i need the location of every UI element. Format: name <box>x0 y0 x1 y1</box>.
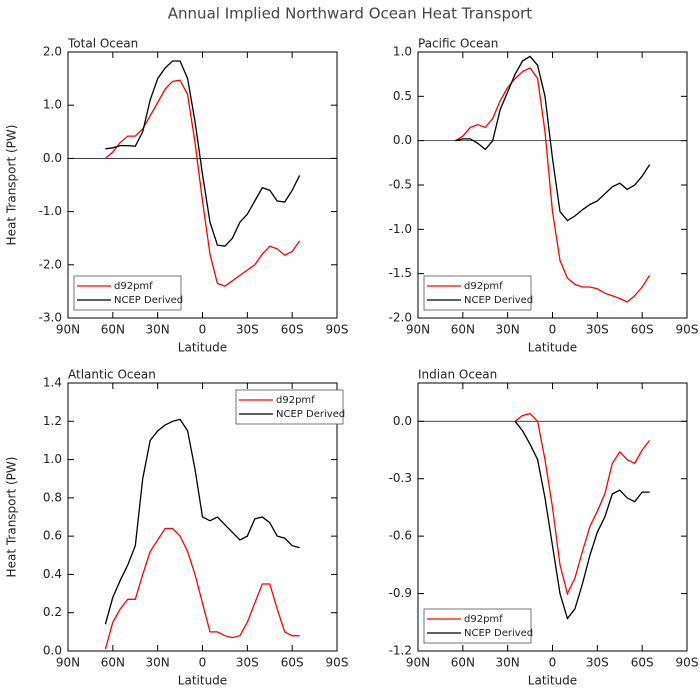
legend-label: d92pmf <box>114 281 153 292</box>
x-tick-label: 90S <box>676 323 699 337</box>
y-axis-label: Heat Transport (PW) <box>5 457 19 578</box>
x-tick-label: 30N <box>146 323 170 337</box>
plot-frame <box>67 382 338 652</box>
x-tick-label: 60S <box>281 656 304 670</box>
x-tick-label: 90N <box>56 323 80 337</box>
y-tick-label: -0.9 <box>389 586 412 600</box>
series-line <box>455 55 651 222</box>
panel-title: Indian Ocean <box>418 368 497 382</box>
panel: Pacific Ocean Latitude -2.0 -1.5 -1.0 -0.5 0.0… <box>389 37 699 355</box>
x-tick-label: 0 <box>549 656 557 670</box>
series-line <box>104 79 301 287</box>
x-tick-label: 30N <box>496 323 520 337</box>
x-tick-label: 90S <box>326 656 349 670</box>
y-tick-label: 0.0 <box>393 133 412 147</box>
legend-label: d92pmf <box>276 395 315 406</box>
panel-title: Atlantic Ocean <box>68 368 156 382</box>
y-tick-label: 0.6 <box>43 529 62 543</box>
x-tick-label: 0 <box>199 323 207 337</box>
series-line <box>105 60 301 247</box>
y-tick-label: -1.2 <box>389 644 412 658</box>
x-tick-label: 90N <box>406 656 430 670</box>
plot-frame <box>67 51 338 319</box>
series-line <box>104 418 300 625</box>
x-tick-label: 90N <box>56 656 80 670</box>
x-tick-label: 60S <box>281 323 304 337</box>
y-tick-label: 1.0 <box>393 45 412 59</box>
x-tick-label: 60N <box>451 656 475 670</box>
x-axis-label: Latitude <box>528 674 577 688</box>
y-tick-label: 0.0 <box>43 151 62 165</box>
series-line <box>455 67 651 303</box>
x-tick-label: 30S <box>586 323 609 337</box>
panel-title: Total Ocean <box>67 37 138 51</box>
x-tick-label: 30S <box>236 323 259 337</box>
panel: Atlantic Ocean Latitude Heat Transport (PW… <box>5 368 349 688</box>
y-tick-label: 1.0 <box>43 98 62 112</box>
y-tick-label: 1.2 <box>43 414 62 428</box>
x-tick-label: 90N <box>406 323 430 337</box>
y-tick-label: -0.6 <box>389 529 412 543</box>
y-tick-label: -2.0 <box>39 257 62 271</box>
series-line <box>514 412 651 596</box>
y-tick-label: 0.8 <box>43 490 62 504</box>
y-tick-label: -0.5 <box>389 178 412 192</box>
y-tick-label: 0.4 <box>43 567 62 581</box>
legend-label: d92pmf <box>464 614 503 625</box>
x-tick-label: 0 <box>199 656 207 670</box>
x-tick-label: 60N <box>451 323 475 337</box>
legend-label: NCEP Derived <box>464 295 533 306</box>
y-tick-label: -1.0 <box>389 222 412 236</box>
legend-label: NCEP Derived <box>276 409 345 420</box>
plot-frame <box>417 382 688 652</box>
x-tick-label: 60S <box>631 656 654 670</box>
series-line <box>104 527 300 650</box>
legend-label: NCEP Derived <box>464 628 533 639</box>
legend-frame <box>235 389 344 425</box>
figure-title: Annual Implied Northward Ocean Heat Tran… <box>168 5 533 23</box>
panel-title: Pacific Ocean <box>418 37 498 51</box>
x-axis-label: Latitude <box>178 674 227 688</box>
legend-label: NCEP Derived <box>114 295 183 306</box>
x-tick-label: 60N <box>101 323 125 337</box>
y-axis-label: Heat Transport (PW) <box>5 125 19 246</box>
plot-frame <box>417 51 688 319</box>
x-tick-label: 60S <box>631 323 654 337</box>
x-tick-label: 30S <box>586 656 609 670</box>
x-tick-label: 30S <box>236 656 259 670</box>
y-tick-label: 0.2 <box>43 605 62 619</box>
y-tick-label: -3.0 <box>39 311 62 325</box>
x-tick-label: 60N <box>101 656 125 670</box>
y-tick-label: 2.0 <box>43 45 62 59</box>
legend-frame <box>73 275 182 311</box>
legend-frame <box>423 275 532 311</box>
x-tick-label: 90S <box>326 323 349 337</box>
x-tick-label: 90S <box>676 656 699 670</box>
y-tick-label: -2.0 <box>389 311 412 325</box>
x-tick-label: 30N <box>146 656 170 670</box>
y-tick-label: 0.5 <box>393 89 412 103</box>
series-line <box>514 420 650 620</box>
panel: Total Ocean Latitude Heat Transport (PW) -3… <box>5 37 349 355</box>
x-axis-label: Latitude <box>528 341 577 355</box>
x-axis-label: Latitude <box>178 341 227 355</box>
legend-label: d92pmf <box>464 281 503 292</box>
x-tick-label: 30N <box>496 656 520 670</box>
x-tick-label: 0 <box>549 323 557 337</box>
panel: Indian Ocean Latitude -1.2 -0.9 -0.6 -0.3 0.0 9… <box>389 368 699 688</box>
y-tick-label: 1.4 <box>43 376 62 390</box>
y-tick-label: 1.0 <box>43 452 62 466</box>
y-tick-label: -0.3 <box>389 471 412 485</box>
y-tick-label: -1.0 <box>39 204 62 218</box>
y-tick-label: 0.0 <box>43 644 62 658</box>
y-tick-label: 0.0 <box>393 414 412 428</box>
legend-frame <box>423 608 532 644</box>
y-tick-label: -1.5 <box>389 266 412 280</box>
